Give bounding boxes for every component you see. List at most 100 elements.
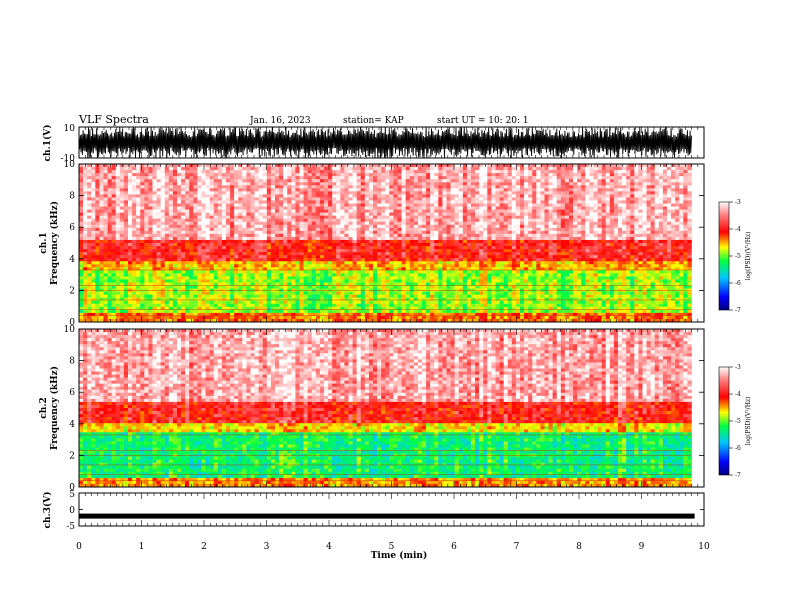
spectrogram-cell: [377, 273, 382, 277]
spectrogram-cell: [197, 261, 202, 265]
spectrogram-cell: [324, 276, 329, 280]
spectrogram-cell: [458, 276, 464, 280]
spectrogram-cell: [128, 188, 133, 192]
spectrogram-cell: [458, 252, 464, 256]
spectrogram-cell: [230, 179, 235, 183]
spectrogram-cell: [238, 230, 243, 235]
spectrogram-cell: [393, 249, 398, 253]
spectrogram-cell: [103, 309, 108, 314]
spectrogram-cell: [356, 170, 362, 174]
spectrogram-cell: [377, 230, 382, 235]
spectrogram-cell: [373, 285, 378, 289]
spectrogram-cell: [79, 276, 84, 280]
spectrogram-cell: [417, 315, 423, 320]
spectrogram-cell: [324, 264, 329, 268]
spectrogram-cell: [356, 306, 362, 311]
spectrogram-cell: [140, 264, 145, 268]
spectrogram-cell: [115, 224, 121, 229]
spectrogram-cell: [368, 258, 374, 262]
spectrogram-cell: [270, 209, 276, 213]
spectrogram-cell: [450, 255, 455, 259]
spectrogram-cell: [287, 164, 292, 168]
spectrogram-cell: [279, 203, 284, 207]
spectrogram-cell: [311, 167, 317, 171]
spectrogram-cell: [197, 252, 202, 256]
spectrogram-cell: [193, 218, 198, 223]
spectrogram-cell: [230, 309, 235, 314]
spectrogram-cell: [234, 206, 239, 210]
spectrogram-cell: [454, 261, 460, 265]
spectrogram-cell: [434, 197, 439, 201]
spectrogram-cell: [234, 239, 239, 244]
spectrogram-cell: [79, 258, 84, 262]
spectrogram-cell: [336, 167, 341, 171]
spectrogram-cell: [99, 215, 104, 219]
spectrogram-cell: [189, 194, 194, 198]
spectrogram-cell: [319, 173, 325, 177]
spectrogram-cell: [385, 191, 390, 195]
spectrogram-cell: [438, 239, 443, 244]
spectrogram-cell: [189, 212, 194, 216]
spectrogram-cell: [279, 212, 284, 216]
spectrogram-cell: [95, 303, 100, 308]
spectrogram-cell: [254, 227, 259, 232]
spectrogram-cell: [430, 318, 435, 323]
spectrogram-cell: [434, 267, 439, 271]
spectrogram-cell: [119, 261, 125, 265]
spectrogram-cell: [275, 246, 280, 250]
spectrogram-cell: [132, 267, 137, 271]
spectrogram-cell: [422, 197, 427, 201]
spectrogram-cell: [434, 273, 439, 277]
spectrogram-cell: [111, 303, 117, 308]
spectrogram-cell: [262, 185, 268, 189]
spectrogram-cell: [397, 176, 402, 180]
spectrogram-cell: [332, 164, 337, 168]
spectrogram-cell: [144, 309, 149, 314]
spectrogram-cell: [426, 221, 431, 226]
spectrogram-cell: [348, 270, 353, 274]
spectrogram-cell: [377, 303, 382, 308]
spectrogram-cell: [332, 309, 337, 314]
spectrogram-cell: [430, 309, 435, 314]
spectrogram-cell: [197, 249, 202, 253]
spectrogram-cell: [156, 294, 161, 298]
spectrogram-cell: [336, 209, 341, 213]
spectrogram-cell: [438, 303, 443, 308]
spectrogram-cell: [295, 179, 300, 183]
spectrogram-cell: [319, 170, 325, 174]
spectrogram-cell: [140, 258, 145, 262]
spectrogram-cell: [140, 270, 145, 274]
spectrogram-cell: [254, 236, 259, 241]
spectrogram-cell: [119, 164, 125, 168]
spectrogram-cell: [311, 170, 317, 174]
spectrogram-cell: [262, 300, 268, 305]
spectrogram-cell: [164, 206, 170, 210]
spectrogram-cell: [132, 306, 137, 311]
spectrogram-cell: [185, 279, 190, 283]
spectrogram-cell: [328, 279, 333, 283]
spectrogram-cell: [217, 206, 223, 210]
spectrogram-cell: [409, 188, 415, 192]
spectrogram-cell: [303, 212, 308, 216]
spectrogram-cell: [266, 179, 272, 183]
spectrogram-cell: [91, 246, 96, 250]
spectrogram-cell: [164, 270, 170, 274]
spectrogram-cell: [275, 206, 280, 210]
spectrogram-cell: [119, 306, 125, 311]
spectrogram-cell: [95, 212, 100, 216]
spectrogram-cell: [434, 306, 439, 311]
spectrogram-cell: [181, 309, 186, 314]
spectrogram-cell: [164, 282, 170, 286]
spectrogram-cell: [254, 261, 259, 265]
spectrogram-cell: [185, 176, 190, 180]
spectrogram-cell: [409, 246, 415, 250]
spectrogram-cell: [242, 315, 247, 320]
spectrogram-cell: [356, 185, 362, 189]
spectrogram-cell: [307, 270, 313, 274]
spectrogram-cell: [295, 239, 300, 244]
spectrogram-cell: [377, 294, 382, 298]
spectrogram-cell: [360, 258, 366, 262]
spectrogram-cell: [417, 185, 423, 189]
spectrogram-cell: [344, 203, 349, 207]
spectrogram-cell: [148, 303, 153, 308]
